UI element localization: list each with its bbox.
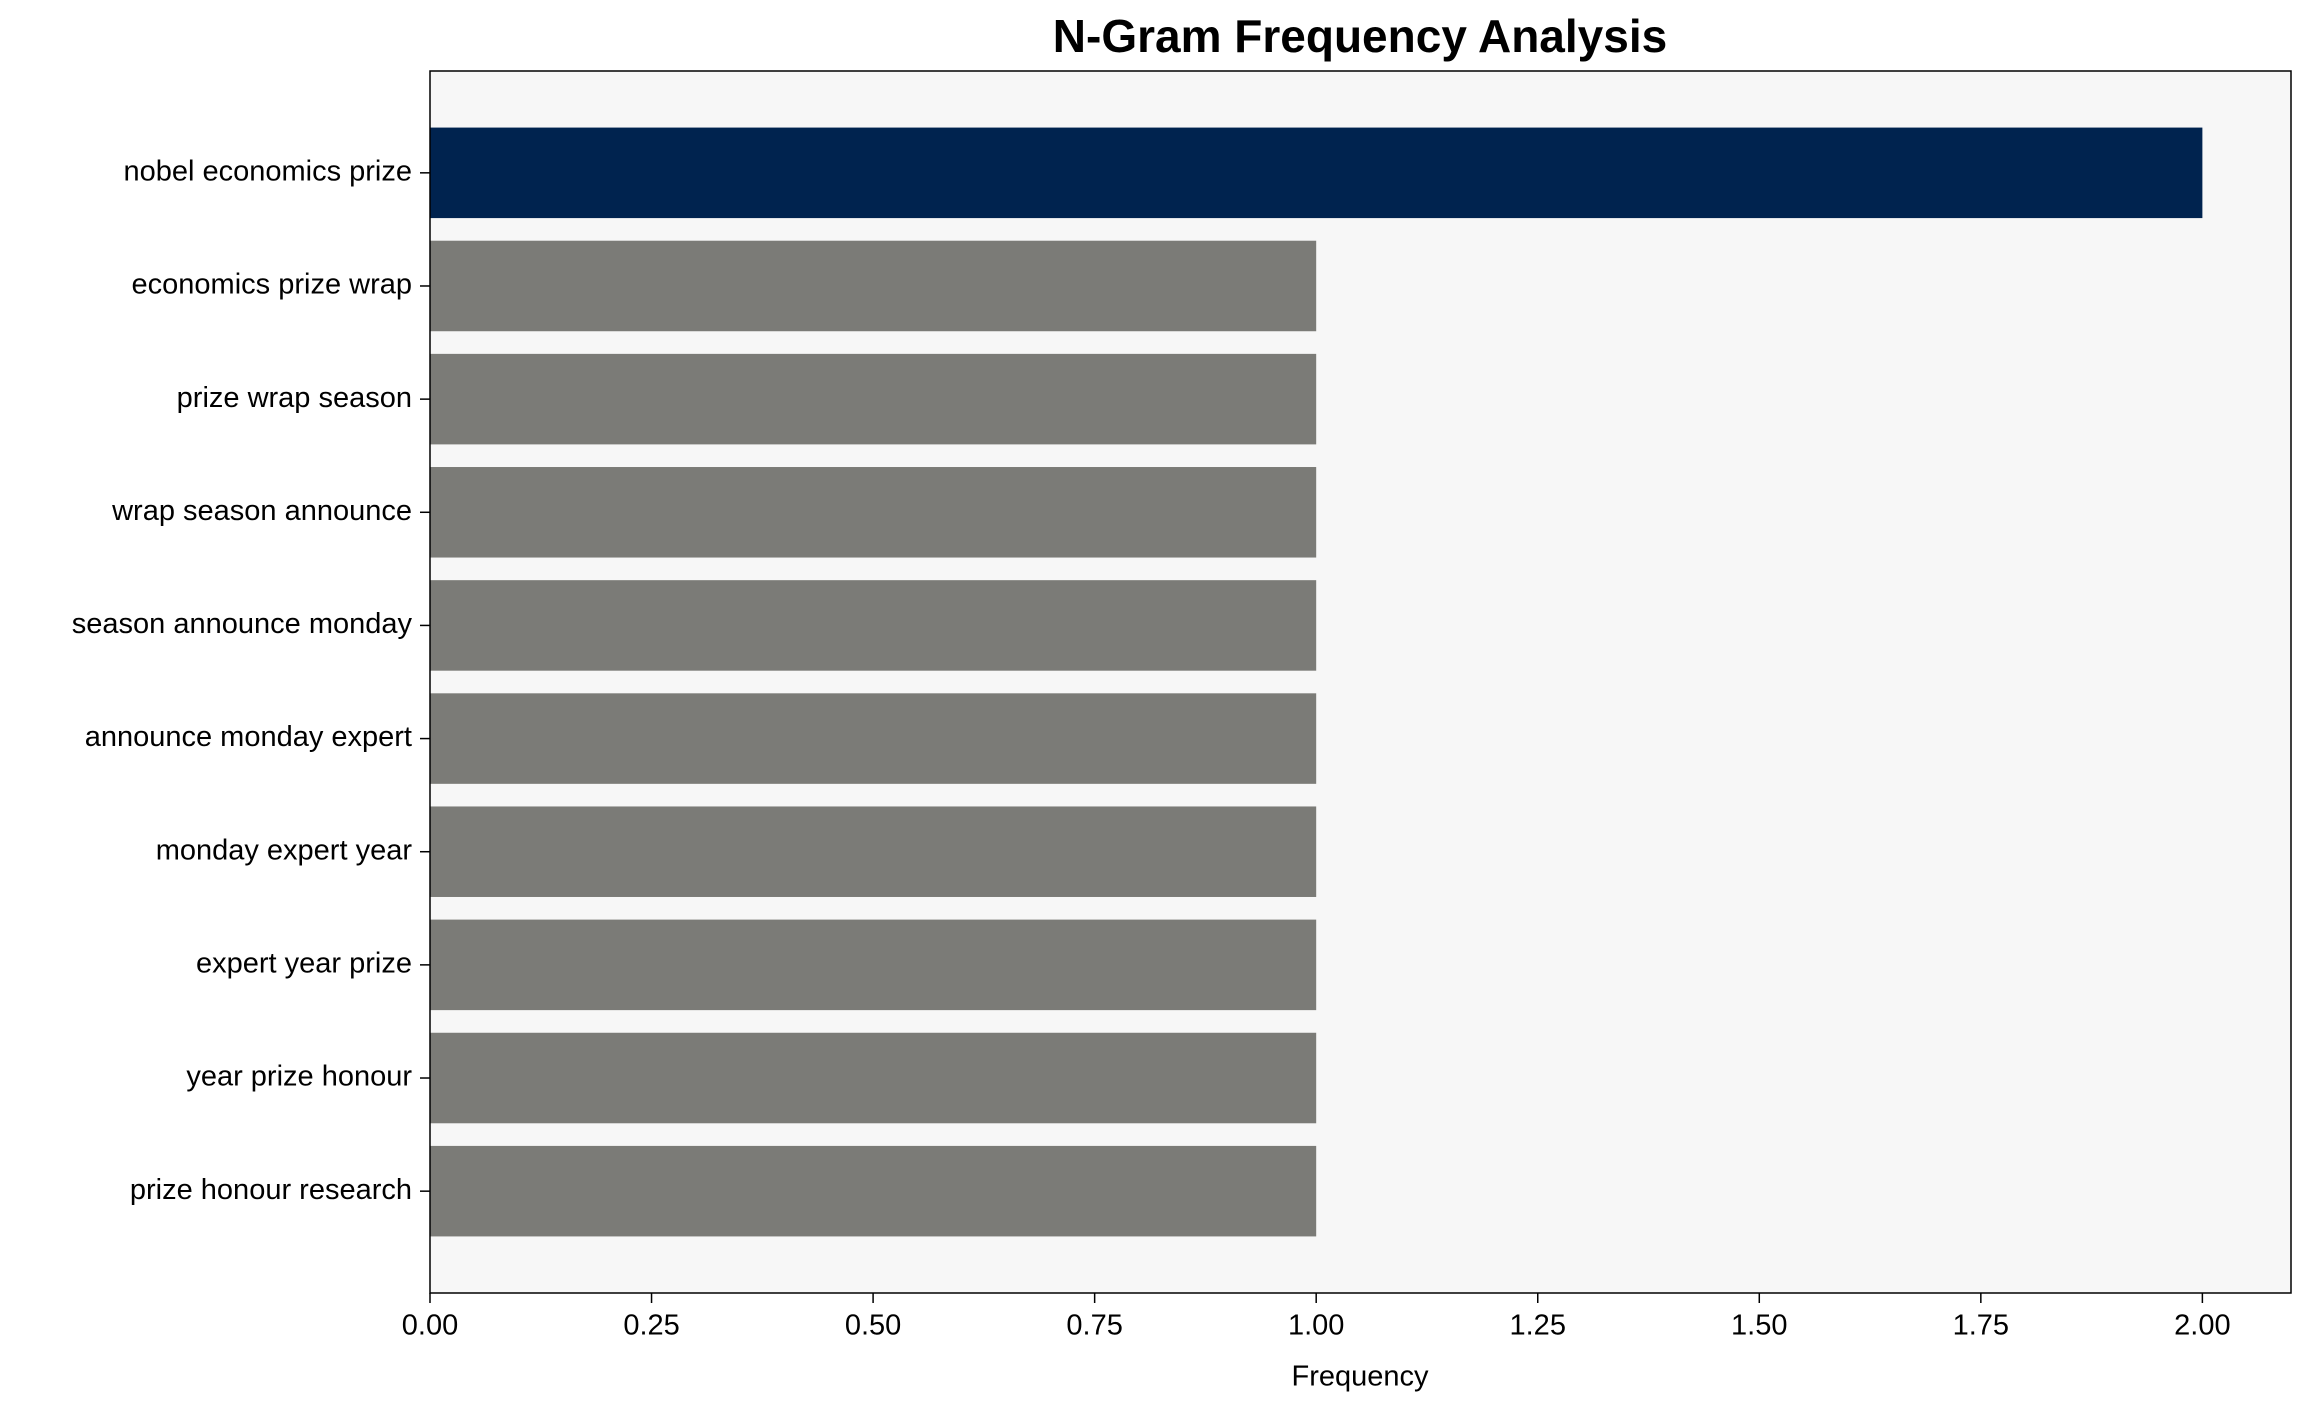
y-tick-label: wrap season announce xyxy=(111,495,412,527)
bar xyxy=(430,353,1317,445)
x-tick-label: 1.50 xyxy=(1731,1310,1787,1342)
y-tick-label: economics prize wrap xyxy=(132,269,412,301)
y-tick-label: announce monday expert xyxy=(85,721,412,753)
x-tick-label: 0.50 xyxy=(845,1310,901,1342)
plot-frame xyxy=(429,70,2292,1294)
y-tick-label: prize wrap season xyxy=(177,382,412,414)
y-tick-label: season announce monday xyxy=(72,608,413,640)
x-tick-label: 0.25 xyxy=(623,1310,679,1342)
x-tick-label: 0.00 xyxy=(402,1310,458,1342)
x-tick-label: 1.75 xyxy=(1953,1310,2009,1342)
bar xyxy=(430,127,2203,219)
x-tick-label: 2.00 xyxy=(2174,1310,2230,1342)
y-tick-label: nobel economics prize xyxy=(123,155,412,187)
x-axis-label: Frequency xyxy=(1291,1361,1429,1393)
y-tick-label: year prize honour xyxy=(186,1061,412,1093)
y-tick-label: monday expert year xyxy=(156,834,413,866)
x-tick-label: 1.00 xyxy=(1288,1310,1344,1342)
bar xyxy=(430,580,1317,671)
bar xyxy=(430,693,1317,784)
bar xyxy=(430,240,1317,332)
bar xyxy=(430,467,1317,558)
bar xyxy=(430,1032,1317,1124)
bar xyxy=(430,806,1317,897)
chart-title: N-Gram Frequency Analysis xyxy=(1053,10,1667,62)
bar xyxy=(430,919,1317,1011)
y-tick-label: expert year prize xyxy=(196,948,412,980)
bar xyxy=(430,1145,1317,1237)
x-tick-label: 0.75 xyxy=(1066,1310,1122,1342)
x-tick-label: 1.25 xyxy=(1510,1310,1566,1342)
y-tick-label: prize honour research xyxy=(130,1174,412,1206)
